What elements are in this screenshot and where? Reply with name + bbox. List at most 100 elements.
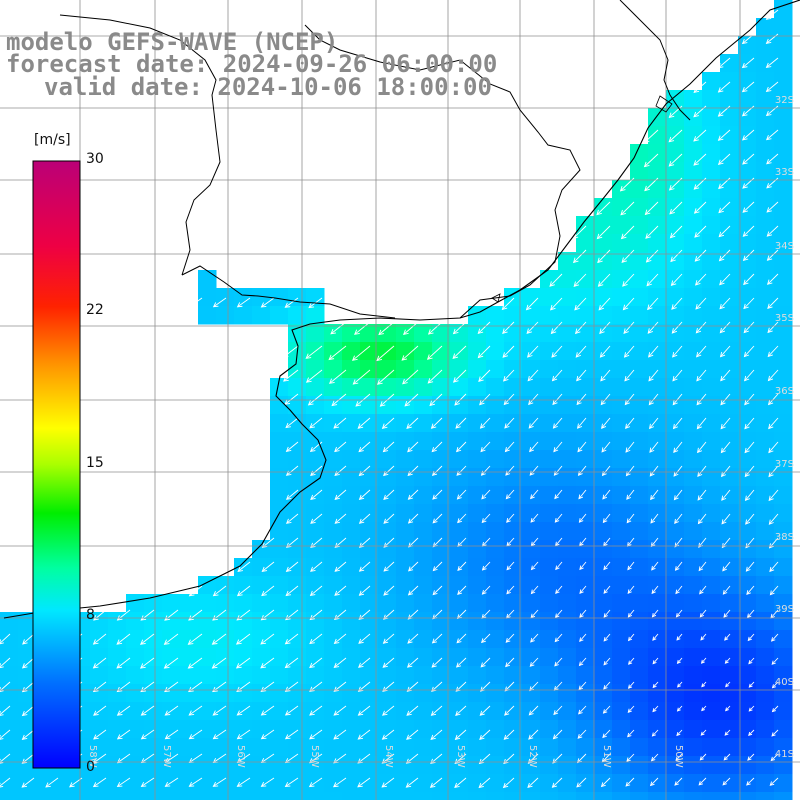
field-cell (684, 774, 703, 793)
field-cell (432, 612, 451, 631)
field-cell (270, 702, 289, 721)
field-cell (738, 36, 757, 55)
wind-arrow (328, 345, 347, 361)
field-cell (774, 72, 793, 91)
wind-arrow (378, 321, 395, 336)
wind-arrow (284, 393, 299, 405)
field-cell (648, 216, 667, 235)
field-cell (774, 702, 793, 721)
field-cell (270, 774, 289, 793)
field-cell (414, 486, 433, 505)
wind-arrow (351, 345, 371, 361)
field-cell (504, 360, 523, 379)
wind-arrow (284, 777, 299, 787)
field-cell (648, 594, 667, 613)
field-cell (612, 612, 631, 631)
wind-arrow (577, 729, 587, 739)
field-cell (198, 738, 217, 757)
field-cell (468, 486, 487, 505)
field-cell (720, 234, 739, 253)
field-cell (666, 306, 685, 325)
field-cell (486, 540, 505, 559)
field-cell (576, 324, 595, 343)
field-cell (756, 252, 775, 271)
field-cell (522, 684, 541, 703)
wind-arrow (526, 321, 539, 335)
wind-arrow (284, 729, 299, 740)
field-cell (450, 414, 469, 433)
field-cell (396, 558, 415, 577)
field-cell (666, 234, 685, 253)
field-cell (594, 612, 613, 631)
field-cell (522, 306, 541, 325)
field-cell (486, 414, 505, 433)
field-cell (216, 594, 235, 613)
field-cell (684, 90, 703, 109)
field-cell (648, 540, 667, 559)
field-cell (396, 378, 415, 397)
field-cell (342, 468, 361, 487)
field-cell (72, 792, 91, 800)
field-cell (486, 756, 505, 775)
field-cell (324, 522, 343, 541)
field-cell (630, 306, 649, 325)
field-cell (144, 612, 163, 631)
wind-arrow (578, 705, 587, 715)
field-cell (180, 792, 199, 800)
field-cell (702, 522, 721, 541)
wind-arrow (722, 561, 731, 572)
field-cell (684, 360, 703, 379)
field-cell (378, 486, 397, 505)
field-cell (414, 792, 433, 800)
field-cell (432, 738, 451, 757)
field-cell (612, 720, 631, 739)
field-cell (666, 180, 685, 199)
field-cell (630, 558, 649, 577)
wind-arrow (506, 513, 515, 523)
wind-arrow (601, 465, 611, 477)
wind-arrow (644, 201, 659, 216)
field-cell (342, 774, 361, 793)
wind-arrow (407, 489, 419, 500)
wind-arrow (284, 633, 299, 645)
wind-arrow (403, 321, 419, 336)
wind-arrow (675, 753, 683, 761)
wind-arrow (603, 609, 611, 618)
wind-arrow (528, 393, 539, 406)
field-cell (306, 288, 325, 307)
field-cell (378, 396, 397, 415)
wind-arrow (163, 633, 179, 645)
wind-arrow (651, 561, 659, 571)
wind-arrow (767, 345, 779, 358)
field-cell (396, 648, 415, 667)
wind-arrow (309, 441, 323, 453)
wind-arrow (188, 705, 203, 716)
field-cell (486, 738, 505, 757)
wind-arrow (432, 489, 443, 500)
field-cell (576, 666, 595, 685)
field-cell (324, 630, 343, 649)
field-cell (648, 414, 667, 433)
field-cell (432, 702, 451, 721)
wind-arrow (721, 513, 731, 525)
field-cell (252, 738, 271, 757)
field-cell (396, 774, 415, 793)
field-cell (432, 396, 451, 415)
field-cell (756, 162, 775, 181)
field-cell (504, 288, 523, 307)
field-cell (522, 720, 541, 739)
field-cell (576, 792, 595, 800)
field-cell (612, 324, 631, 343)
wind-arrow (647, 297, 659, 311)
field-cell (540, 648, 559, 667)
field-cell (270, 792, 289, 800)
field-cell (666, 90, 685, 109)
field-cell (324, 450, 343, 469)
wind-arrow (625, 465, 635, 477)
wind-arrow (771, 705, 779, 713)
field-cell (612, 684, 631, 703)
field-cell (756, 630, 775, 649)
wind-arrow (431, 441, 443, 453)
field-cell (360, 666, 379, 685)
field-cell (576, 432, 595, 451)
